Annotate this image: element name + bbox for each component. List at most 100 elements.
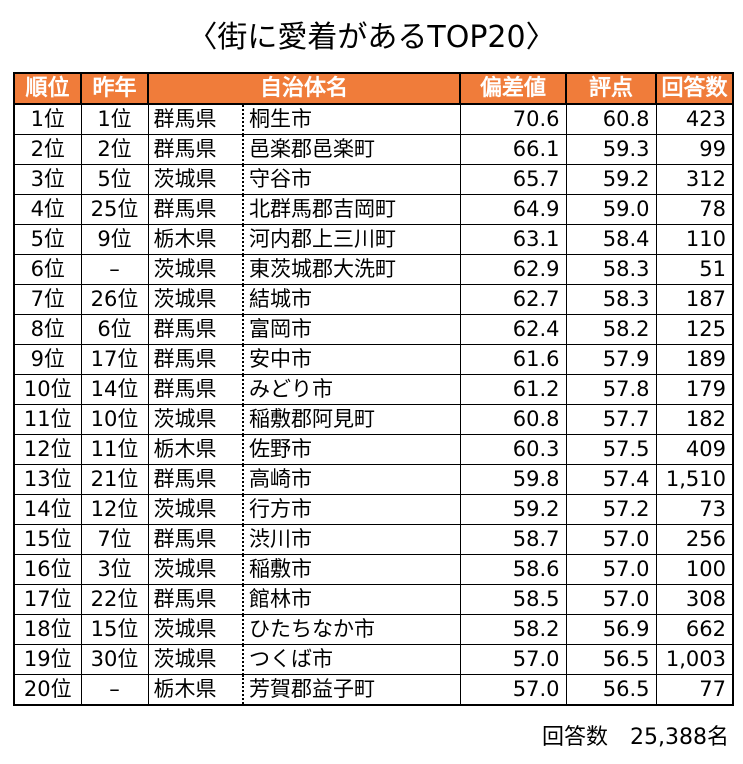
table-row: 7位 26位 茨城県 結城市 62.7 58.3 187: [13, 284, 735, 315]
table-row: 17位 22位 群馬県 館林市 58.5 57.0 308: [13, 584, 735, 615]
municipality-cell: つくば市: [241, 644, 461, 675]
previous-rank-cell: 26位: [80, 284, 149, 315]
deviation-cell: 70.6: [459, 103, 567, 135]
score-cell: 57.0: [565, 524, 657, 555]
municipality-cell: 安中市: [241, 344, 461, 375]
municipality-cell: 稲敷市: [241, 554, 461, 585]
score-cell: 58.4: [565, 224, 657, 255]
rank-cell: 11位: [13, 404, 82, 435]
municipality-cell: 館林市: [241, 584, 461, 615]
previous-rank-cell: 5位: [80, 164, 149, 195]
score-cell: 57.0: [565, 584, 657, 615]
prefecture-cell: 群馬県: [147, 524, 244, 555]
prefecture-cell: 茨城県: [147, 404, 244, 435]
previous-rank-cell: –: [80, 254, 149, 285]
table-row: 20位 – 栃木県 芳賀郡益子町 57.0 56.5 77: [13, 674, 735, 706]
previous-rank-cell: 6位: [80, 314, 149, 345]
score-cell: 58.3: [565, 254, 657, 285]
deviation-cell: 59.8: [459, 464, 567, 495]
score-cell: 57.0: [565, 554, 657, 585]
rank-cell: 1位: [13, 103, 82, 135]
table-header-row: 順位 昨年 自治体名 偏差値 評点 回答数: [13, 72, 735, 105]
responses-cell: 77: [655, 674, 735, 706]
table-row: 19位 30位 茨城県 つくば市 57.0 56.5 1,003: [13, 644, 735, 675]
municipality-cell: みどり市: [241, 374, 461, 405]
deviation-cell: 65.7: [459, 164, 567, 195]
table-row: 8位 6位 群馬県 富岡市 62.4 58.2 125: [13, 314, 735, 345]
score-cell: 59.3: [565, 134, 657, 165]
rank-cell: 18位: [13, 614, 82, 645]
deviation-cell: 61.2: [459, 374, 567, 405]
column-header-score: 評点: [565, 72, 658, 105]
municipality-cell: 結城市: [241, 284, 461, 315]
previous-rank-cell: 2位: [80, 134, 149, 165]
prefecture-cell: 茨城県: [147, 554, 244, 585]
score-cell: 57.8: [565, 374, 657, 405]
table-row: 1位 1位 群馬県 桐生市 70.6 60.8 423: [13, 103, 735, 135]
prefecture-cell: 群馬県: [147, 584, 244, 615]
responses-cell: 1,510: [655, 464, 735, 495]
previous-rank-cell: 30位: [80, 644, 149, 675]
responses-cell: 662: [655, 614, 735, 645]
rank-cell: 5位: [13, 224, 82, 255]
deviation-cell: 63.1: [459, 224, 567, 255]
previous-rank-cell: 21位: [80, 464, 149, 495]
municipality-cell: 北群馬郡吉岡町: [241, 194, 461, 225]
rank-cell: 10位: [13, 374, 82, 405]
municipality-cell: 桐生市: [241, 103, 461, 135]
prefecture-cell: 茨城県: [147, 164, 244, 195]
score-cell: 57.2: [565, 494, 657, 525]
municipality-cell: 富岡市: [241, 314, 461, 345]
deviation-cell: 62.4: [459, 314, 567, 345]
column-header-previous-year: 昨年: [80, 72, 149, 105]
total-responses: 回答数 25,388名: [542, 723, 729, 753]
rank-cell: 16位: [13, 554, 82, 585]
column-header-responses: 回答数: [655, 72, 735, 105]
responses-cell: 51: [655, 254, 735, 285]
rank-cell: 17位: [13, 584, 82, 615]
table-row: 2位 2位 群馬県 邑楽郡邑楽町 66.1 59.3 99: [13, 134, 735, 165]
table-row: 11位 10位 茨城県 稲敷郡阿見町 60.8 57.7 182: [13, 404, 735, 435]
rank-cell: 12位: [13, 434, 82, 465]
table-row: 9位 17位 群馬県 安中市 61.6 57.9 189: [13, 344, 735, 375]
prefecture-cell: 栃木県: [147, 224, 244, 255]
prefecture-cell: 群馬県: [147, 464, 244, 495]
municipality-cell: 渋川市: [241, 524, 461, 555]
table-row: 14位 12位 茨城県 行方市 59.2 57.2 73: [13, 494, 735, 525]
rank-cell: 4位: [13, 194, 82, 225]
previous-rank-cell: –: [80, 674, 149, 706]
deviation-cell: 60.8: [459, 404, 567, 435]
deviation-cell: 62.9: [459, 254, 567, 285]
deviation-cell: 58.6: [459, 554, 567, 585]
municipality-cell: 東茨城郡大洗町: [241, 254, 461, 285]
previous-rank-cell: 1位: [80, 103, 149, 135]
responses-cell: 1,003: [655, 644, 735, 675]
score-cell: 56.5: [565, 644, 657, 675]
rank-cell: 3位: [13, 164, 82, 195]
score-cell: 60.8: [565, 103, 657, 135]
deviation-cell: 57.0: [459, 644, 567, 675]
prefecture-cell: 群馬県: [147, 134, 244, 165]
rank-cell: 2位: [13, 134, 82, 165]
previous-rank-cell: 9位: [80, 224, 149, 255]
table-body: 1位 1位 群馬県 桐生市 70.6 60.8 423 2位 2位 群馬県 邑楽郡邑楽町 66.1 59…: [13, 103, 735, 706]
prefecture-cell: 茨城県: [147, 614, 244, 645]
responses-cell: 312: [655, 164, 735, 195]
responses-cell: 423: [655, 103, 735, 135]
prefecture-cell: 群馬県: [147, 374, 244, 405]
previous-rank-cell: 12位: [80, 494, 149, 525]
previous-rank-cell: 22位: [80, 584, 149, 615]
rank-cell: 14位: [13, 494, 82, 525]
municipality-cell: 高崎市: [241, 464, 461, 495]
deviation-cell: 60.3: [459, 434, 567, 465]
score-cell: 57.5: [565, 434, 657, 465]
table-row: 18位 15位 茨城県 ひたちなか市 58.2 56.9 662: [13, 614, 735, 645]
responses-cell: 110: [655, 224, 735, 255]
score-cell: 59.2: [565, 164, 657, 195]
municipality-cell: 稲敷郡阿見町: [241, 404, 461, 435]
deviation-cell: 57.0: [459, 674, 567, 706]
responses-cell: 99: [655, 134, 735, 165]
deviation-cell: 66.1: [459, 134, 567, 165]
rank-cell: 6位: [13, 254, 82, 285]
table-row: 16位 3位 茨城県 稲敷市 58.6 57.0 100: [13, 554, 735, 585]
